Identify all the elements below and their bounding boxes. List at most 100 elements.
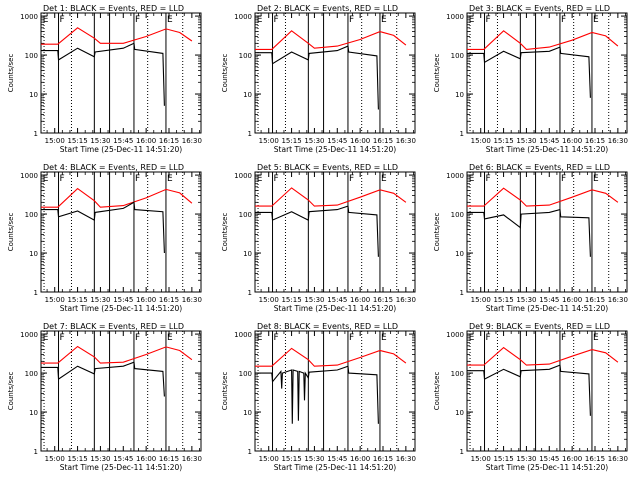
series-lld-line <box>41 187 193 208</box>
series-events-line <box>41 361 165 397</box>
x-tick-label: 15:15 <box>281 296 301 304</box>
panel-title: Det 2: BLACK = Events, RED = LLD <box>257 4 398 13</box>
x-tick-label: 15:15 <box>493 296 513 304</box>
x-axis-label: Start Time (25-Dec-11 14:51:20) <box>274 463 396 472</box>
plot-frame <box>254 12 416 134</box>
x-tick-label: 16:30 <box>182 455 202 463</box>
x-tick-label: 15:15 <box>67 296 87 304</box>
panel-title: Det 8: BLACK = Events, RED = LLD <box>257 322 398 331</box>
x-tick-label: 16:15 <box>585 137 605 145</box>
y-tick-label: 10 <box>243 409 252 417</box>
panel-title: Det 3: BLACK = Events, RED = LLD <box>469 4 610 13</box>
x-tick-label: 16:30 <box>396 455 416 463</box>
x-tick-label: 15:15 <box>493 137 513 145</box>
x-tick-label: 16:00 <box>562 455 582 463</box>
series-lld-line <box>467 187 619 207</box>
series-lld-line <box>41 345 193 364</box>
interval-marker-label: F <box>561 174 566 184</box>
x-tick-label: 15:30 <box>516 455 536 463</box>
x-tick-label: 15:00 <box>259 137 279 145</box>
x-tick-label: 16:15 <box>373 137 393 145</box>
x-tick-label: 15:45 <box>539 137 559 145</box>
y-axis-label: Counts/sec <box>221 213 229 252</box>
x-tick-label: 15:15 <box>67 455 87 463</box>
y-axis-label: Counts/sec <box>433 213 441 252</box>
series-events-line <box>467 364 591 416</box>
x-tick-label: 16:15 <box>373 455 393 463</box>
y-tick-label: 100 <box>25 370 38 378</box>
x-tick-label: 15:45 <box>327 296 347 304</box>
x-tick-label: 15:45 <box>327 455 347 463</box>
interval-marker-label: E <box>381 15 387 25</box>
plot-frame <box>254 330 416 452</box>
y-tick-label: 1000 <box>234 172 252 180</box>
y-tick-label: 1000 <box>20 331 38 339</box>
y-tick-label: 100 <box>451 211 464 219</box>
x-tick-label: 15:00 <box>471 137 491 145</box>
interval-marker-label: E <box>593 174 599 184</box>
x-tick-label: 16:00 <box>562 296 582 304</box>
y-tick-label: 10 <box>455 409 464 417</box>
y-tick-label: 10 <box>243 250 252 258</box>
y-tick-label: 1000 <box>234 13 252 21</box>
y-axis-label: Counts/sec <box>221 54 229 93</box>
plot-frame <box>40 12 202 134</box>
y-tick-label: 1 <box>460 289 464 297</box>
y-tick-label: 1 <box>34 448 38 456</box>
series-events-line <box>41 201 165 254</box>
panel-det-2: Det 2: BLACK = Events, RED = LLD 1 10 100 10… <box>221 4 416 154</box>
interval-marker-label: E <box>257 174 263 184</box>
panel-det-9: Det 9: BLACK = Events, RED = LLD 1 10 100 10… <box>433 322 628 472</box>
x-tick-label: 15:30 <box>304 137 324 145</box>
y-tick-label: 1 <box>248 448 252 456</box>
panel-det-3: Det 3: BLACK = Events, RED = LLD 1 10 100 10… <box>433 4 628 154</box>
y-tick-label: 10 <box>29 409 38 417</box>
series-lld-line <box>41 27 193 45</box>
y-tick-label: 10 <box>455 91 464 99</box>
interval-marker-label: E <box>469 15 475 25</box>
x-tick-label: 15:15 <box>67 137 87 145</box>
y-tick-label: 1000 <box>446 331 464 339</box>
x-tick-label: 15:30 <box>304 455 324 463</box>
interval-marker-label: F <box>349 174 354 184</box>
interval-marker-label: F <box>486 174 491 184</box>
plot-frame <box>40 171 202 293</box>
interval-marker-label: F <box>274 15 279 25</box>
y-axis-label: Counts/sec <box>7 372 15 411</box>
y-tick-label: 100 <box>451 52 464 60</box>
x-tick-label: 16:30 <box>608 296 628 304</box>
plot-frame <box>466 330 628 452</box>
y-tick-label: 1 <box>460 130 464 138</box>
x-axis-label: Start Time (25-Dec-11 14:51:20) <box>274 145 396 154</box>
interval-marker-label: E <box>43 333 49 343</box>
x-axis-label: Start Time (25-Dec-11 14:51:20) <box>486 304 608 313</box>
y-tick-label: 10 <box>455 250 464 258</box>
y-tick-label: 1 <box>460 448 464 456</box>
x-tick-label: 16:00 <box>350 455 370 463</box>
x-tick-label: 15:00 <box>45 137 65 145</box>
series-events-line <box>467 208 591 257</box>
plot-frame <box>254 171 416 293</box>
x-tick-label: 16:30 <box>396 137 416 145</box>
x-axis-label: Start Time (25-Dec-11 14:51:20) <box>60 463 182 472</box>
x-tick-label: 15:45 <box>113 137 133 145</box>
x-tick-label: 16:15 <box>585 296 605 304</box>
x-tick-label: 16:30 <box>608 137 628 145</box>
interval-marker-label: F <box>486 15 491 25</box>
x-tick-label: 16:00 <box>350 137 370 145</box>
panel-det-5: Det 5: BLACK = Events, RED = LLD 1 10 100 10… <box>221 163 416 313</box>
panel-det-6: Det 6: BLACK = Events, RED = LLD 1 10 100 10… <box>433 163 628 313</box>
interval-marker-label: E <box>469 174 475 184</box>
series-events-line <box>255 365 379 424</box>
x-tick-label: 15:15 <box>493 455 513 463</box>
panel-det-1: Det 1: BLACK = Events, RED = LLD 1 10 100 10… <box>7 4 202 154</box>
interval-marker-label: E <box>43 15 49 25</box>
interval-marker-label: E <box>593 333 599 343</box>
y-axis-label: Counts/sec <box>433 372 441 411</box>
panel-title: Det 1: BLACK = Events, RED = LLD <box>43 4 184 13</box>
interval-marker-label: E <box>257 333 263 343</box>
y-tick-label: 1000 <box>234 331 252 339</box>
x-tick-label: 15:00 <box>45 455 65 463</box>
